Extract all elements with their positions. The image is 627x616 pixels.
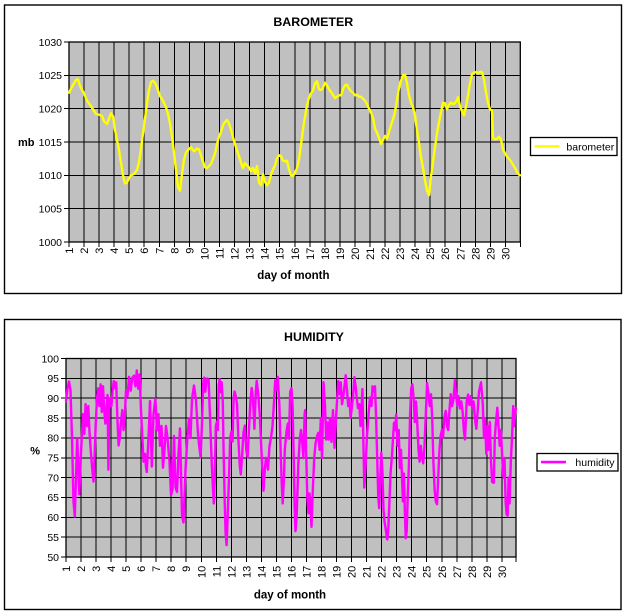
svg-text:29: 29 xyxy=(482,566,494,578)
svg-text:21: 21 xyxy=(362,566,374,578)
svg-text:70: 70 xyxy=(47,472,59,484)
svg-text:3: 3 xyxy=(94,248,106,254)
svg-text:5: 5 xyxy=(124,248,136,254)
svg-text:4: 4 xyxy=(106,566,118,572)
svg-text:23: 23 xyxy=(392,566,404,578)
svg-text:9: 9 xyxy=(184,248,196,254)
svg-text:20: 20 xyxy=(350,248,362,260)
svg-text:19: 19 xyxy=(332,566,344,578)
svg-text:1005: 1005 xyxy=(39,204,63,216)
svg-text:10: 10 xyxy=(200,248,212,260)
svg-text:1: 1 xyxy=(64,248,76,254)
svg-text:13: 13 xyxy=(245,248,257,260)
svg-text:21: 21 xyxy=(365,248,377,260)
svg-text:1: 1 xyxy=(61,566,73,572)
svg-text:14: 14 xyxy=(256,566,268,578)
svg-text:27: 27 xyxy=(452,566,464,578)
svg-text:7: 7 xyxy=(154,248,166,254)
svg-text:22: 22 xyxy=(377,566,389,578)
svg-text:mb: mb xyxy=(18,137,35,149)
svg-text:barometer: barometer xyxy=(566,141,614,153)
svg-text:10: 10 xyxy=(196,566,208,578)
svg-text:8: 8 xyxy=(166,566,178,572)
svg-text:55: 55 xyxy=(47,532,59,544)
svg-text:16: 16 xyxy=(290,248,302,260)
svg-text:25: 25 xyxy=(425,248,437,260)
svg-text:4: 4 xyxy=(109,248,121,254)
svg-text:17: 17 xyxy=(302,566,314,578)
svg-text:3: 3 xyxy=(91,566,103,572)
svg-text:1010: 1010 xyxy=(39,170,63,182)
svg-text:90: 90 xyxy=(47,393,59,405)
svg-text:15: 15 xyxy=(275,248,287,260)
svg-text:22: 22 xyxy=(380,248,392,260)
svg-text:1015: 1015 xyxy=(39,137,63,149)
svg-text:17: 17 xyxy=(305,248,317,260)
svg-text:5: 5 xyxy=(121,566,133,572)
svg-text:24: 24 xyxy=(410,248,422,260)
svg-text:1030: 1030 xyxy=(39,37,63,49)
svg-text:23: 23 xyxy=(395,248,407,260)
svg-text:day of month: day of month xyxy=(254,589,326,601)
svg-text:50: 50 xyxy=(47,552,59,564)
svg-text:95: 95 xyxy=(47,373,59,385)
svg-text:19: 19 xyxy=(335,248,347,260)
svg-text:65: 65 xyxy=(47,492,59,504)
svg-text:8: 8 xyxy=(169,248,181,254)
svg-text:18: 18 xyxy=(317,566,329,578)
svg-text:9: 9 xyxy=(181,566,193,572)
svg-text:1025: 1025 xyxy=(39,70,63,82)
svg-text:75: 75 xyxy=(47,453,59,465)
svg-text:18: 18 xyxy=(320,248,332,260)
svg-text:30: 30 xyxy=(501,248,513,260)
svg-text:6: 6 xyxy=(136,566,148,572)
svg-text:11: 11 xyxy=(215,248,227,259)
svg-text:1020: 1020 xyxy=(39,104,63,116)
svg-text:25: 25 xyxy=(422,566,434,578)
svg-text:85: 85 xyxy=(47,413,59,425)
svg-text:BAROMETER: BAROMETER xyxy=(273,15,353,29)
svg-text:26: 26 xyxy=(440,248,452,260)
svg-text:HUMIDITY: HUMIDITY xyxy=(284,330,345,344)
svg-text:12: 12 xyxy=(226,566,238,578)
svg-text:16: 16 xyxy=(286,566,298,578)
svg-text:14: 14 xyxy=(260,248,272,260)
svg-text:2: 2 xyxy=(76,566,88,572)
svg-text:humidity: humidity xyxy=(575,457,615,469)
svg-text:100: 100 xyxy=(41,353,59,365)
svg-text:28: 28 xyxy=(467,566,479,578)
svg-text:26: 26 xyxy=(437,566,449,578)
svg-text:7: 7 xyxy=(151,566,163,572)
svg-text:28: 28 xyxy=(470,248,482,260)
svg-text:13: 13 xyxy=(241,566,253,578)
svg-text:2: 2 xyxy=(79,248,91,254)
svg-text:27: 27 xyxy=(455,248,467,260)
svg-text:1000: 1000 xyxy=(39,237,63,249)
svg-text:24: 24 xyxy=(407,566,419,578)
svg-text:30: 30 xyxy=(497,566,509,578)
svg-text:6: 6 xyxy=(139,248,151,254)
svg-text:%: % xyxy=(30,445,40,457)
svg-text:day of month: day of month xyxy=(257,270,329,282)
svg-text:12: 12 xyxy=(230,248,242,260)
svg-text:29: 29 xyxy=(485,248,497,260)
svg-text:60: 60 xyxy=(47,512,59,524)
svg-text:11: 11 xyxy=(211,566,223,577)
svg-text:80: 80 xyxy=(47,433,59,445)
svg-text:15: 15 xyxy=(271,566,283,578)
svg-text:20: 20 xyxy=(347,566,359,578)
